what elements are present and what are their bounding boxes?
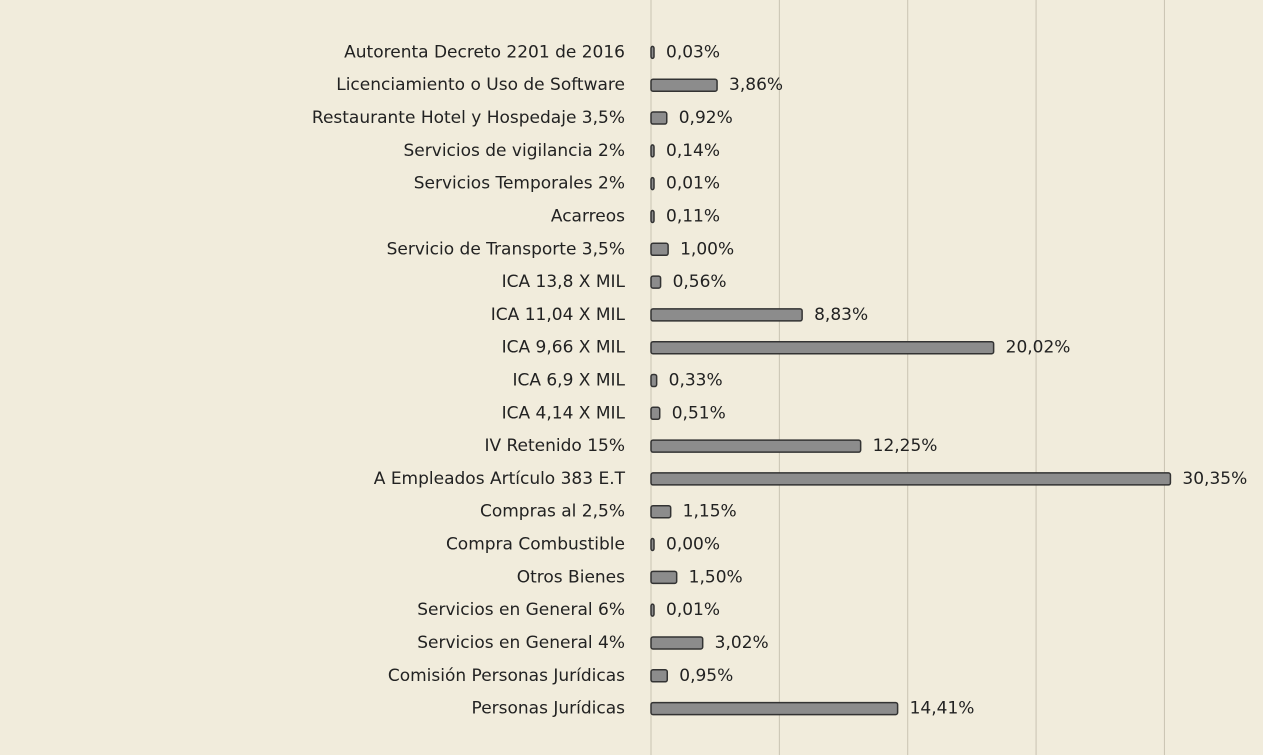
y-tick-label: Servicios en General 6% — [417, 600, 625, 620]
y-tick-label: Servicios Temporales 2% — [414, 174, 625, 194]
data-label: 0,95% — [679, 666, 733, 686]
data-label: 30,35% — [1182, 469, 1247, 489]
bar — [650, 570, 678, 585]
y-tick-label: Personas Jurídicas — [472, 699, 626, 719]
data-label: 0,51% — [672, 403, 726, 423]
bar — [650, 144, 655, 158]
data-label: 0,01% — [666, 600, 720, 620]
y-tick-label: Servicios de vigilancia 2% — [404, 141, 625, 161]
data-label: 0,14% — [666, 141, 720, 161]
data-label: 12,25% — [873, 436, 938, 456]
y-tick-label: ICA 11,04 X MIL — [491, 305, 626, 325]
bar — [650, 669, 669, 683]
y-tick-label: Acarreos — [551, 206, 625, 226]
data-label: 1,15% — [683, 502, 737, 522]
y-tick-label: Licenciamiento o Uso de Software — [336, 75, 625, 95]
y-tick-label: Compra Combustible — [446, 535, 625, 555]
bar — [650, 176, 655, 191]
y-tick-label: Autorenta Decreto 2201 de 2016 — [344, 42, 625, 62]
bar — [650, 373, 658, 388]
y-tick-label: A Empleados Artículo 383 E.T — [374, 469, 626, 489]
bar — [650, 242, 669, 257]
bar — [650, 340, 995, 355]
y-tick-label: Servicio de Transporte 3,5% — [387, 239, 625, 259]
bar — [650, 45, 655, 60]
y-tick-label: Restaurante Hotel y Hospedaje 3,5% — [312, 108, 625, 128]
bar — [650, 308, 803, 322]
bar — [650, 209, 655, 224]
bar — [650, 472, 1172, 486]
bar — [650, 701, 899, 716]
data-label: 0,11% — [666, 206, 720, 226]
bar — [650, 78, 718, 92]
bar — [650, 111, 668, 125]
y-tick-label: ICA 9,66 X MIL — [502, 338, 626, 358]
data-label: 0,92% — [679, 108, 733, 128]
data-label: 0,03% — [666, 42, 720, 62]
data-label: 3,86% — [729, 75, 783, 95]
bar — [650, 636, 704, 650]
y-tick-label: Otros Bienes — [517, 567, 625, 587]
y-tick-label: IV Retenido 15% — [484, 436, 625, 456]
bar — [650, 504, 672, 519]
y-tick-label: ICA 4,14 X MIL — [502, 403, 626, 423]
y-tick-label: Compras al 2,5% — [480, 502, 625, 522]
y-tick-label: Comisión Personas Jurídicas — [388, 666, 625, 686]
bar — [650, 439, 862, 453]
bar — [650, 537, 655, 552]
data-label: 0,00% — [666, 535, 720, 555]
data-label: 0,33% — [669, 371, 723, 391]
bar — [650, 406, 661, 421]
data-label: 20,02% — [1006, 338, 1071, 358]
data-label: 1,50% — [689, 567, 743, 587]
bar — [650, 275, 662, 289]
data-label: 14,41% — [910, 699, 975, 719]
data-label: 0,01% — [666, 174, 720, 194]
y-tick-label: ICA 6,9 X MIL — [512, 371, 625, 391]
data-label: 1,00% — [680, 239, 734, 259]
y-tick-label: Servicios en General 4% — [417, 633, 625, 653]
data-label: 3,02% — [715, 633, 769, 653]
data-label: 8,83% — [814, 305, 868, 325]
bar — [650, 603, 655, 617]
y-tick-label: ICA 13,8 X MIL — [502, 272, 626, 292]
data-label: 0,56% — [673, 272, 727, 292]
